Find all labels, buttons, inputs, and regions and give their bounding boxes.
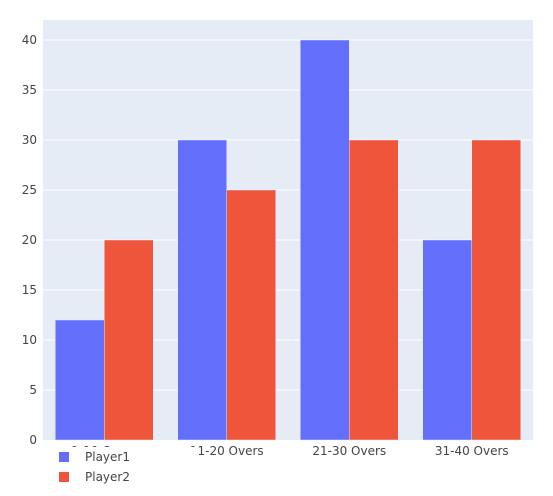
y-tick-label: 30: [22, 133, 37, 147]
y-axis-ticks: 0 5 10 15 20 25 30 35 40: [22, 33, 37, 447]
bar-player1-2[interactable]: [300, 39, 350, 441]
legend-item-player1[interactable]: Player1: [58, 447, 198, 467]
y-tick-label: 25: [22, 183, 37, 197]
bar-player2-2[interactable]: [349, 139, 399, 441]
legend-label-player2: Player2: [85, 470, 130, 484]
bar-player1-0[interactable]: [55, 319, 105, 441]
y-tick-label: 10: [22, 333, 37, 347]
x-tick-label: 11-20 Overs: [190, 444, 264, 458]
y-tick-label: 0: [29, 433, 37, 447]
x-tick-label: 31-40 Overs: [435, 444, 509, 458]
y-tick-label: 40: [22, 33, 37, 47]
legend-label-player1: Player1: [85, 450, 130, 464]
bars: [55, 39, 521, 441]
x-tick-label: 21-30 Overs: [312, 444, 386, 458]
y-tick-label: 15: [22, 283, 37, 297]
y-tick-label: 20: [22, 233, 37, 247]
bar-player2-3[interactable]: [471, 139, 521, 441]
y-tick-label: 35: [22, 83, 37, 97]
legend-item-player2[interactable]: Player2: [58, 467, 198, 487]
bar-player1-1[interactable]: [177, 139, 227, 441]
bar-player1-3[interactable]: [422, 239, 472, 441]
legend-swatch-player2: [59, 472, 69, 482]
legend-swatch-player1: [59, 452, 69, 462]
bar-player2-0[interactable]: [104, 239, 154, 441]
y-tick-label: 5: [29, 383, 37, 397]
bar-player2-1[interactable]: [226, 189, 276, 441]
legend[interactable]: Player1 Player2: [58, 447, 198, 487]
